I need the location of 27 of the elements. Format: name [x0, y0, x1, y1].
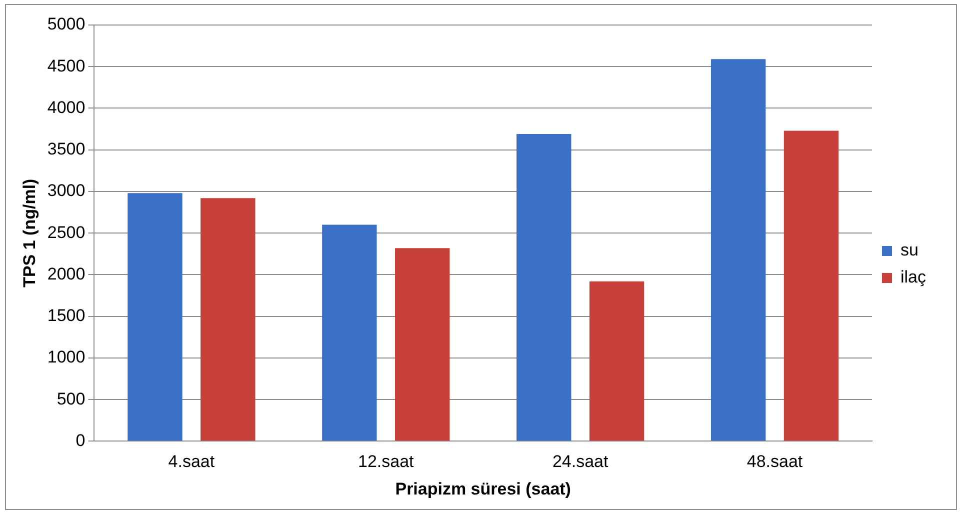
bar: [516, 134, 572, 441]
bar: [710, 59, 766, 441]
x-tick-label: 12.saat: [358, 452, 414, 472]
y-tick-label: 1000: [47, 348, 86, 367]
y-tick-label: 1500: [47, 306, 86, 326]
x-tick-label: 48.saat: [746, 452, 803, 472]
y-tick-label: 4000: [47, 98, 86, 117]
y-tick-label: 0: [76, 430, 86, 450]
y-tick-label: 3500: [47, 140, 86, 159]
bar: [395, 248, 450, 441]
y-tick-label: 500: [56, 389, 86, 408]
y-axis-title: TPS 1 (ng/ml): [20, 178, 39, 288]
bar: [784, 130, 839, 441]
bar: [322, 224, 377, 441]
y-tick-label: 4500: [47, 56, 86, 76]
legend-label: ilaç: [900, 268, 926, 287]
bar: [128, 193, 182, 441]
x-tick-label: 4.saat: [168, 452, 215, 472]
y-tick-label: 3000: [47, 181, 86, 200]
bar: [200, 198, 256, 441]
bar: [589, 281, 644, 441]
y-tick-label: 5000: [47, 14, 86, 34]
y-tick-label: 2000: [47, 264, 86, 284]
legend-label: su: [900, 240, 918, 260]
x-axis-title: Priapizm süresi (saat): [395, 479, 571, 498]
y-tick-label: 2500: [47, 222, 86, 242]
x-tick-label: 24.saat: [552, 452, 608, 472]
